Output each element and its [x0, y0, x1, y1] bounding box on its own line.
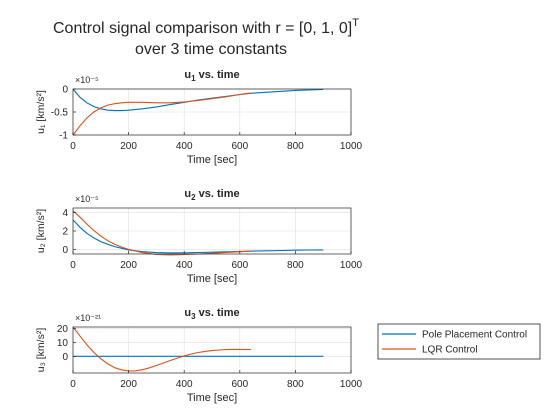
subplot1-x-tick-label: 600: [231, 141, 248, 152]
subplot2-x-tick-label: 0: [70, 260, 76, 271]
subplot2-ylabel: u₂ [km/s²]: [35, 209, 47, 253]
subplot3-x-tick-label: 0: [70, 379, 76, 390]
subplot3-xlabel: Time [sec]: [187, 392, 237, 404]
figure-title-superscript: T: [352, 17, 359, 29]
subplot1-title: u1 vs. time: [184, 69, 239, 83]
subplot1-y-tick-label: -1: [59, 131, 68, 142]
subplot3-axes-frame: [72, 326, 352, 374]
figure-title-main: Control signal comparison with r = [0, 1…: [53, 20, 352, 37]
subplot2-title: u2 vs. time: [184, 188, 239, 202]
subplot1-series-lqr-line: [73, 92, 251, 136]
subplot2-series-pole-placement-line: [73, 219, 324, 254]
subplot2-xlabel: Time [sec]: [187, 273, 237, 285]
subplot3-x-tick-label: 600: [231, 379, 248, 390]
subplot3-title-rest: vs. time: [196, 307, 240, 319]
subplot3-exponent-label: ×10⁻²¹: [75, 313, 101, 323]
subplot3-x-tick-label: 1000: [340, 379, 363, 390]
subplot-u1: 0 200 400 600 800 1000 -1 -0.5 0 ×10⁻⁵ u1 vs. time…: [35, 69, 363, 166]
subplot2-exponent-label: ×10⁻⁵: [75, 194, 99, 204]
subplot2-title-rest: vs. time: [196, 188, 240, 200]
legend: Pole Placement Control LQR Control: [377, 323, 541, 360]
subplot1-x-tick-label: 800: [287, 141, 304, 152]
subplot1-series-pole-placement-line: [73, 88, 324, 112]
subplot2-title-base: u: [184, 188, 191, 200]
subplot2-x-tick-label: 600: [231, 260, 248, 271]
subplot2-series-lqr-line: [73, 210, 251, 256]
subplot3-y-tick-label: 10: [57, 338, 69, 349]
subplot3-x-tick-label: 800: [287, 379, 304, 390]
subplot3-x-tick-label: 200: [120, 379, 137, 390]
subplot2-x-tick-label: 800: [287, 260, 304, 271]
subplot3-x-tick-label: 400: [176, 379, 193, 390]
subplot1-x-tick-label: 200: [120, 141, 137, 152]
subplot2-title-subscript: 2: [191, 193, 196, 202]
subplot1-x-tick-label: 0: [70, 141, 76, 152]
subplot1-y-tick-label: -0.5: [51, 108, 69, 119]
subplot1-x-tick-label: 1000: [340, 141, 363, 152]
subplot1-ylabel: u₁ [km/s²]: [35, 90, 47, 134]
subplot3-series-lqr-line: [73, 326, 251, 372]
subplot1-title-base: u: [184, 69, 191, 81]
subplot2-x-tick-label: 1000: [340, 260, 363, 271]
subplot2-x-tick-label: 400: [176, 260, 193, 271]
figure-title-line2: over 3 time constants: [135, 41, 287, 58]
subplot1-y-tick-label: 0: [62, 85, 68, 96]
subplot2-y-tick-label: 4: [62, 208, 68, 219]
subplot1-title-subscript: 1: [191, 74, 196, 83]
subplot1-title-rest: vs. time: [196, 69, 240, 81]
legend-label-lqr: LQR Control: [422, 345, 478, 356]
subplot3-ylabel: u₃ [km/s²]: [35, 328, 47, 373]
subplot2-x-tick-label: 200: [120, 260, 137, 271]
subplot-u3: 0 200 400 600 800 1000 0 10 20 ×10⁻²¹ u3 vs. time T…: [35, 307, 363, 404]
subplot2-y-tick-label: 2: [62, 227, 68, 238]
subplot3-y-tick-label: 0: [62, 352, 68, 363]
subplot3-title-base: u: [184, 307, 191, 319]
figure-title-line1: Control signal comparison with r = [0, 1…: [53, 17, 359, 37]
subplot3-title: u3 vs. time: [184, 307, 239, 321]
legend-label-pole-placement: Pole Placement Control: [422, 330, 527, 341]
subplot1-x-tick-label: 400: [176, 141, 193, 152]
subplot3-title-subscript: 3: [191, 312, 196, 321]
subplot3-plot-area: [73, 327, 351, 373]
subplot1-exponent-label: ×10⁻⁵: [75, 75, 99, 85]
subplot2-y-tick-label: 0: [62, 245, 68, 256]
legend-box: [377, 323, 541, 360]
subplot3-y-tick-label: 20: [57, 324, 69, 335]
subplot1-xlabel: Time [sec]: [187, 154, 237, 166]
